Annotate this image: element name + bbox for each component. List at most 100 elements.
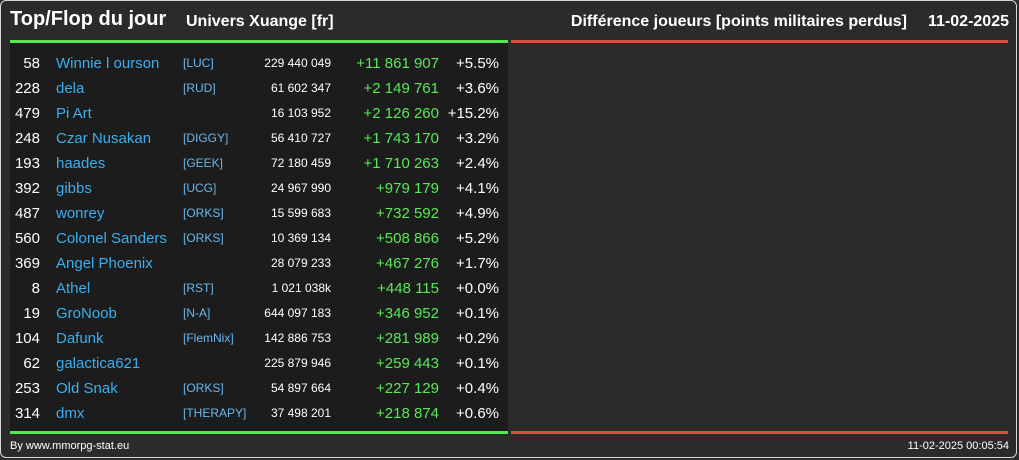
points-difference: +979 179: [376, 180, 439, 197]
alliance-tag-link[interactable]: [RST]: [183, 281, 214, 295]
player-points: 54 897 664: [270, 381, 331, 395]
table-row: 487 wonrey [ORKS] 15 599 683 +732 592 +4.9%: [10, 201, 508, 226]
table-row: 62 galactica621 225 879 946 +259 443 +0.1%: [10, 351, 508, 376]
points-difference: +2 126 260: [363, 105, 440, 122]
player-points: 24 967 990: [270, 181, 331, 195]
points-difference: +281 989: [376, 330, 439, 347]
alliance-tag-link[interactable]: [ORKS]: [183, 206, 224, 220]
points-difference: +467 276: [376, 255, 439, 272]
points-difference: +227 129: [376, 380, 439, 397]
alliance-tag-link[interactable]: [FlemNix]: [183, 331, 234, 345]
player-name-link[interactable]: dela: [56, 80, 85, 97]
player-rank: 487: [14, 205, 40, 222]
percent-change: +1.7%: [456, 255, 499, 272]
table-row: 392 gibbs [UCG] 24 967 990 +979 179 +4.1%: [10, 176, 508, 201]
player-name-link[interactable]: Czar Nusakan: [56, 130, 152, 147]
points-difference: +259 443: [376, 355, 439, 372]
table-row: 228 dela [RUD] 61 602 347 +2 149 761 +3.6%: [10, 76, 508, 101]
player-rank: 62: [23, 355, 40, 372]
player-name-link[interactable]: dmx: [56, 405, 85, 422]
percent-change: +0.1%: [456, 355, 499, 372]
table-row: 253 Old Snak [ORKS] 54 897 664 +227 129 +0.4%: [10, 376, 508, 401]
table-row: 8 Athel [RST] 1 021 038k +448 115 +0.0%: [10, 276, 508, 301]
report-date: 11-02-2025: [928, 13, 1009, 30]
player-name-link[interactable]: galactica621: [56, 355, 141, 372]
table-row: 479 Pi Art 16 103 952 +2 126 260 +15.2%: [10, 101, 508, 126]
player-name-link[interactable]: GroNoob: [56, 305, 117, 322]
player-name-link[interactable]: Old Snak: [56, 380, 118, 397]
player-rank: 479: [14, 105, 40, 122]
player-name-link[interactable]: Angel Phoenix: [56, 255, 153, 272]
points-difference: +1 743 170: [363, 130, 440, 147]
player-rank: 560: [14, 230, 40, 247]
percent-change: +0.0%: [456, 280, 499, 297]
alliance-tag-link[interactable]: [DIGGY]: [183, 131, 229, 145]
player-name-link[interactable]: Pi Art: [56, 105, 92, 122]
player-points: 28 079 233: [270, 256, 331, 270]
player-rank: 19: [23, 305, 40, 322]
player-name-link[interactable]: Colonel Sanders: [56, 230, 167, 247]
percent-change: +0.1%: [456, 305, 499, 322]
table-row: 560 Colonel Sanders [ORKS] 10 369 134 +508 8…: [10, 226, 508, 251]
player-rank: 228: [14, 80, 40, 97]
alliance-tag-link[interactable]: [THERAPY]: [183, 406, 247, 420]
footer-credit[interactable]: By www.mmorpg-stat.eu: [10, 440, 130, 452]
percent-change: +3.2%: [456, 130, 499, 147]
table-row: 248 Czar Nusakan [DIGGY] 56 410 727 +1 743 1…: [10, 126, 508, 151]
percent-change: +0.2%: [456, 330, 499, 347]
points-difference: +508 866: [376, 230, 439, 247]
table-row: 193 haades [GEEK] 72 180 459 +1 710 263 +2.4%: [10, 151, 508, 176]
alliance-tag-link[interactable]: [ORKS]: [183, 231, 224, 245]
player-name-link[interactable]: Dafunk: [56, 330, 104, 347]
table-row: 104 Dafunk [FlemNix] 142 886 753 +281 989 +0.…: [10, 326, 508, 351]
percent-change: +2.4%: [456, 155, 499, 172]
alliance-tag-link[interactable]: [ORKS]: [183, 381, 224, 395]
metric-label: Différence joueurs [points militaires pe…: [570, 13, 907, 30]
player-points: 10 369 134: [270, 231, 331, 245]
player-points: 72 180 459: [270, 156, 331, 170]
player-name-link[interactable]: Athel: [56, 280, 91, 297]
points-difference: +218 874: [376, 405, 439, 422]
player-points: 61 602 347: [270, 81, 331, 95]
player-name-link[interactable]: haades: [56, 155, 106, 172]
top-players-panel: 58 Winnie l ourson [LUC] 229 440 049 +11 861…: [10, 40, 508, 434]
widget-title: Top/Flop du jour: [10, 8, 167, 30]
player-points: 142 886 753: [264, 331, 331, 345]
player-rank: 392: [14, 180, 40, 197]
player-points: 56 410 727: [270, 131, 331, 145]
player-name-link[interactable]: gibbs: [56, 180, 92, 197]
alliance-tag-link[interactable]: [LUC]: [183, 56, 214, 70]
player-rank: 104: [14, 330, 40, 347]
player-points: 229 440 049: [264, 56, 331, 70]
alliance-tag-link[interactable]: [N-A]: [183, 306, 211, 320]
percent-change: +3.6%: [456, 80, 499, 97]
points-difference: +448 115: [377, 280, 439, 297]
percent-change: +0.4%: [456, 380, 499, 397]
player-rank: 314: [14, 405, 40, 422]
percent-change: +4.1%: [456, 180, 499, 197]
table-row: 58 Winnie l ourson [LUC] 229 440 049 +11 861…: [10, 51, 508, 76]
points-difference: +732 592: [376, 205, 439, 222]
percent-change: +0.6%: [456, 405, 499, 422]
percent-change: +5.2%: [456, 230, 499, 247]
table-row: 19 GroNoob [N-A] 644 097 183 +346 952 +0.1%: [10, 301, 508, 326]
player-points: 225 879 946: [264, 356, 331, 370]
player-points: 1 021 038k: [271, 281, 331, 295]
alliance-tag-link[interactable]: [UCG]: [183, 181, 217, 195]
player-name-link[interactable]: wonrey: [56, 205, 105, 222]
universe-label: Univers Xuange [fr]: [186, 13, 334, 30]
alliance-tag-link[interactable]: [RUD]: [183, 81, 216, 95]
player-points: 37 498 201: [270, 406, 331, 420]
table-row: 369 Angel Phoenix 28 079 233 +467 276 +1.7%: [10, 251, 508, 276]
player-rank: 8: [31, 280, 40, 297]
player-rank: 193: [14, 155, 40, 172]
top-players-list: 58 Winnie l ourson [LUC] 229 440 049 +11 861…: [10, 51, 508, 426]
player-name-link[interactable]: Winnie l ourson: [56, 55, 160, 72]
percent-change: +15.2%: [447, 105, 499, 122]
player-points: 15 599 683: [270, 206, 331, 220]
player-rank: 58: [23, 55, 40, 72]
percent-change: +4.9%: [456, 205, 499, 222]
alliance-tag-link[interactable]: [GEEK]: [183, 156, 224, 170]
table-row: 314 dmx [THERAPY] 37 498 201 +218 874 +0.6%: [10, 401, 508, 426]
